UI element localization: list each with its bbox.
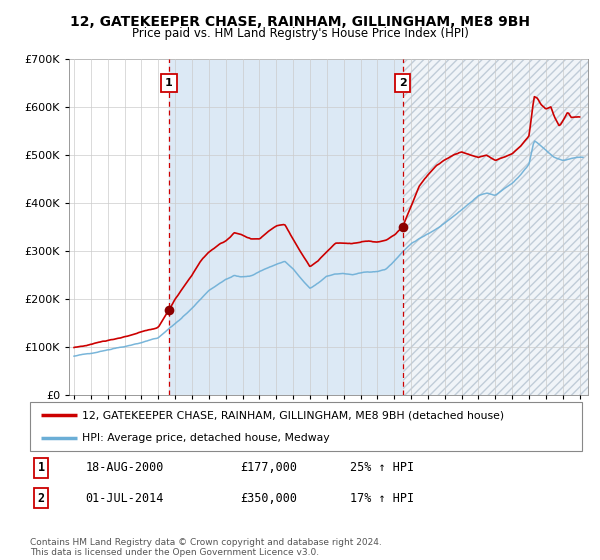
Text: 2: 2 xyxy=(399,78,407,88)
Text: £350,000: £350,000 xyxy=(240,492,297,505)
Text: 2: 2 xyxy=(37,492,44,505)
Bar xyxy=(169,59,403,395)
Bar xyxy=(403,59,596,395)
Text: 01-JUL-2014: 01-JUL-2014 xyxy=(85,492,164,505)
Text: 12, GATEKEEPER CHASE, RAINHAM, GILLINGHAM, ME8 9BH: 12, GATEKEEPER CHASE, RAINHAM, GILLINGHA… xyxy=(70,15,530,29)
Text: Contains HM Land Registry data © Crown copyright and database right 2024.
This d: Contains HM Land Registry data © Crown c… xyxy=(30,538,382,557)
Text: 18-AUG-2000: 18-AUG-2000 xyxy=(85,461,164,474)
Text: £177,000: £177,000 xyxy=(240,461,297,474)
Text: 17% ↑ HPI: 17% ↑ HPI xyxy=(350,492,414,505)
Text: HPI: Average price, detached house, Medway: HPI: Average price, detached house, Medw… xyxy=(82,433,330,444)
Text: 25% ↑ HPI: 25% ↑ HPI xyxy=(350,461,414,474)
Bar xyxy=(403,59,596,395)
Text: 1: 1 xyxy=(165,78,173,88)
FancyBboxPatch shape xyxy=(30,402,582,451)
Text: Price paid vs. HM Land Registry's House Price Index (HPI): Price paid vs. HM Land Registry's House … xyxy=(131,27,469,40)
Text: 1: 1 xyxy=(37,461,44,474)
Text: 12, GATEKEEPER CHASE, RAINHAM, GILLINGHAM, ME8 9BH (detached house): 12, GATEKEEPER CHASE, RAINHAM, GILLINGHA… xyxy=(82,410,505,421)
